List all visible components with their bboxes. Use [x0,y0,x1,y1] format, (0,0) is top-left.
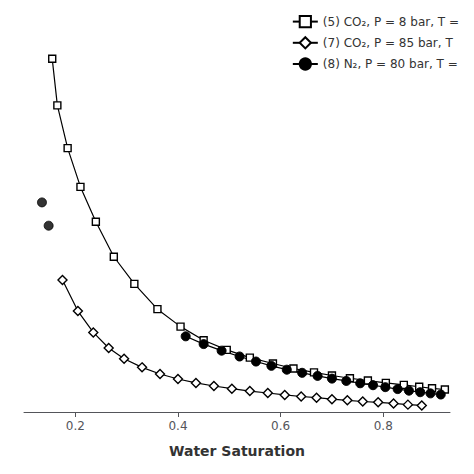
svg-text:Water Saturation: Water Saturation [169,443,305,459]
svg-text:(8) N₂, P = 80 bar, T =: (8) N₂, P = 80 bar, T = [323,57,458,71]
svg-text:0.6: 0.6 [271,419,290,433]
svg-text:0.4: 0.4 [168,419,187,433]
svg-text:0.2: 0.2 [66,419,85,433]
svg-text:0.8: 0.8 [374,419,393,433]
svg-text:(7) CO₂, P = 85 bar, T: (7) CO₂, P = 85 bar, T [323,36,454,50]
svg-text:(5) CO₂, P = 8 bar, T =: (5) CO₂, P = 8 bar, T = [323,15,459,29]
